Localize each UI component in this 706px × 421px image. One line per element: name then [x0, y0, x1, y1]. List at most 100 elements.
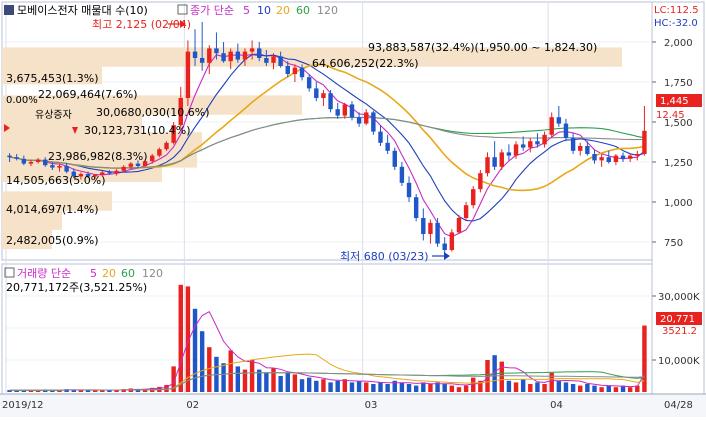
date-axis-label: 2019/12 [2, 400, 44, 411]
candle-body [421, 218, 426, 234]
volume-legend-checkbox-icon[interactable] [4, 267, 15, 278]
candle-body [556, 117, 562, 124]
volume-bar [264, 372, 269, 392]
volume-bar [107, 389, 112, 392]
lc-indicator: LC:112.5 [654, 5, 699, 16]
high-price-annotation: 최고 2,125 (02/04) [92, 18, 191, 31]
volume-bar [478, 380, 483, 392]
volume-bar [342, 379, 348, 392]
candle-body [578, 146, 583, 151]
price-legend-label: 종가 단순 [190, 4, 234, 17]
candle-body [28, 162, 34, 164]
volume-badge-sub: 3521.2 [662, 326, 697, 337]
candle-body [135, 163, 141, 166]
volume-bar [549, 372, 554, 392]
candle-body [635, 154, 640, 156]
candle-body [207, 48, 212, 63]
candle-body [14, 157, 19, 159]
candle-body [492, 157, 497, 167]
volume-bar [585, 384, 590, 392]
candle-body [185, 51, 191, 98]
candlestick-series [7, 22, 647, 254]
volume-bar [578, 385, 583, 392]
candle-body [478, 173, 483, 190]
volume-bar [78, 390, 84, 392]
volume-value-label: 20,771,172주(3,521.25%) [6, 281, 147, 294]
volume-badge-value: 20,771 [660, 314, 695, 325]
price-axis: 2,000 1,750 1,500 1,250 1,000 750 [652, 38, 693, 249]
volume-profile-label: 64,606,252(22.3%) [312, 57, 419, 70]
volume-bar [235, 366, 241, 392]
candle-body [342, 104, 348, 116]
event-marker-left-icon [4, 124, 10, 132]
volume-bar [135, 389, 141, 392]
percent-baseline-label: 0.00% [6, 95, 38, 106]
volume-bar [121, 389, 126, 392]
volume-bar [627, 387, 633, 392]
volume-legend-label: 거래량 단순 [17, 267, 71, 280]
candle-body [406, 182, 412, 198]
candle-body [499, 152, 504, 167]
ma60-label: 60 [296, 4, 310, 17]
high-arrow-icon [180, 20, 186, 28]
price-legend: 종가 단순 5 10 20 60 120 [177, 4, 338, 17]
candle-body [570, 138, 576, 151]
volume-bar [570, 384, 576, 392]
volume-bar [7, 390, 12, 392]
volume-axis-label: 30,000K [658, 292, 700, 303]
candle-body [449, 232, 455, 250]
volume-bar [306, 377, 312, 392]
volume-profile-label: 30,0680,030(10.6%) [96, 106, 210, 119]
menu-icon[interactable] [4, 5, 14, 15]
volume-bar [456, 387, 462, 392]
volume-bar [71, 389, 76, 392]
candle-body [485, 157, 490, 174]
volume-bar [563, 382, 569, 392]
volume-bar [642, 325, 647, 392]
candle-body [107, 172, 112, 174]
candle-body [171, 125, 176, 143]
candle-body [364, 112, 369, 124]
volume-bar [349, 382, 355, 392]
volume-bar [192, 308, 198, 392]
volume-bar [364, 382, 369, 392]
volume-bar [292, 374, 298, 392]
volume-profile-label: 3,675,453(1.3%) [6, 72, 99, 85]
candle-body [356, 117, 362, 124]
vol-ma60-label: 60 [121, 267, 135, 280]
price-legend-checkbox-icon[interactable] [177, 4, 188, 15]
volume-bar [435, 382, 440, 392]
hc-up-value: 12.45 [656, 110, 685, 121]
candle-body [178, 98, 183, 126]
volume-profile-label: 23,986,982(8.3%) [48, 150, 148, 163]
volume-bar [599, 387, 604, 392]
candle-body [606, 157, 611, 162]
price-axis-label: 1,250 [664, 158, 693, 169]
candle-body [257, 48, 262, 58]
volume-bar [506, 380, 512, 392]
volume-profile-label: 30,123,731(10.4%) [84, 124, 191, 137]
low-price-annotation: 최저 680 (03/23) [340, 250, 429, 263]
volume-bar [528, 384, 533, 392]
volume-profile-labels: 93,883,587(32.4%)(1,950.00 ~ 1,824.30) 64… [6, 41, 597, 247]
volume-bar [35, 390, 41, 392]
volume-profile-label: 22,069,464(7.6%) [38, 88, 138, 101]
ma5-label: 5 [243, 4, 250, 17]
volume-profile-label: 2,482,005(0.9%) [6, 234, 99, 247]
volume-bar [513, 382, 519, 392]
volume-bar [321, 379, 326, 392]
candle-body [150, 155, 155, 162]
volume-bar [43, 389, 48, 392]
candle-body [563, 123, 569, 138]
candle-body [335, 109, 340, 116]
volume-bar [207, 347, 212, 392]
candle-body [292, 67, 298, 74]
volume-bar [85, 390, 91, 392]
candle-body [385, 142, 390, 151]
volume-profile-bar [2, 114, 142, 134]
candle-body [627, 155, 633, 159]
candle-body [235, 51, 241, 60]
date-axis-label: 02 [186, 400, 199, 411]
vol-ma120-label: 120 [142, 267, 163, 280]
candle-body [43, 159, 48, 166]
